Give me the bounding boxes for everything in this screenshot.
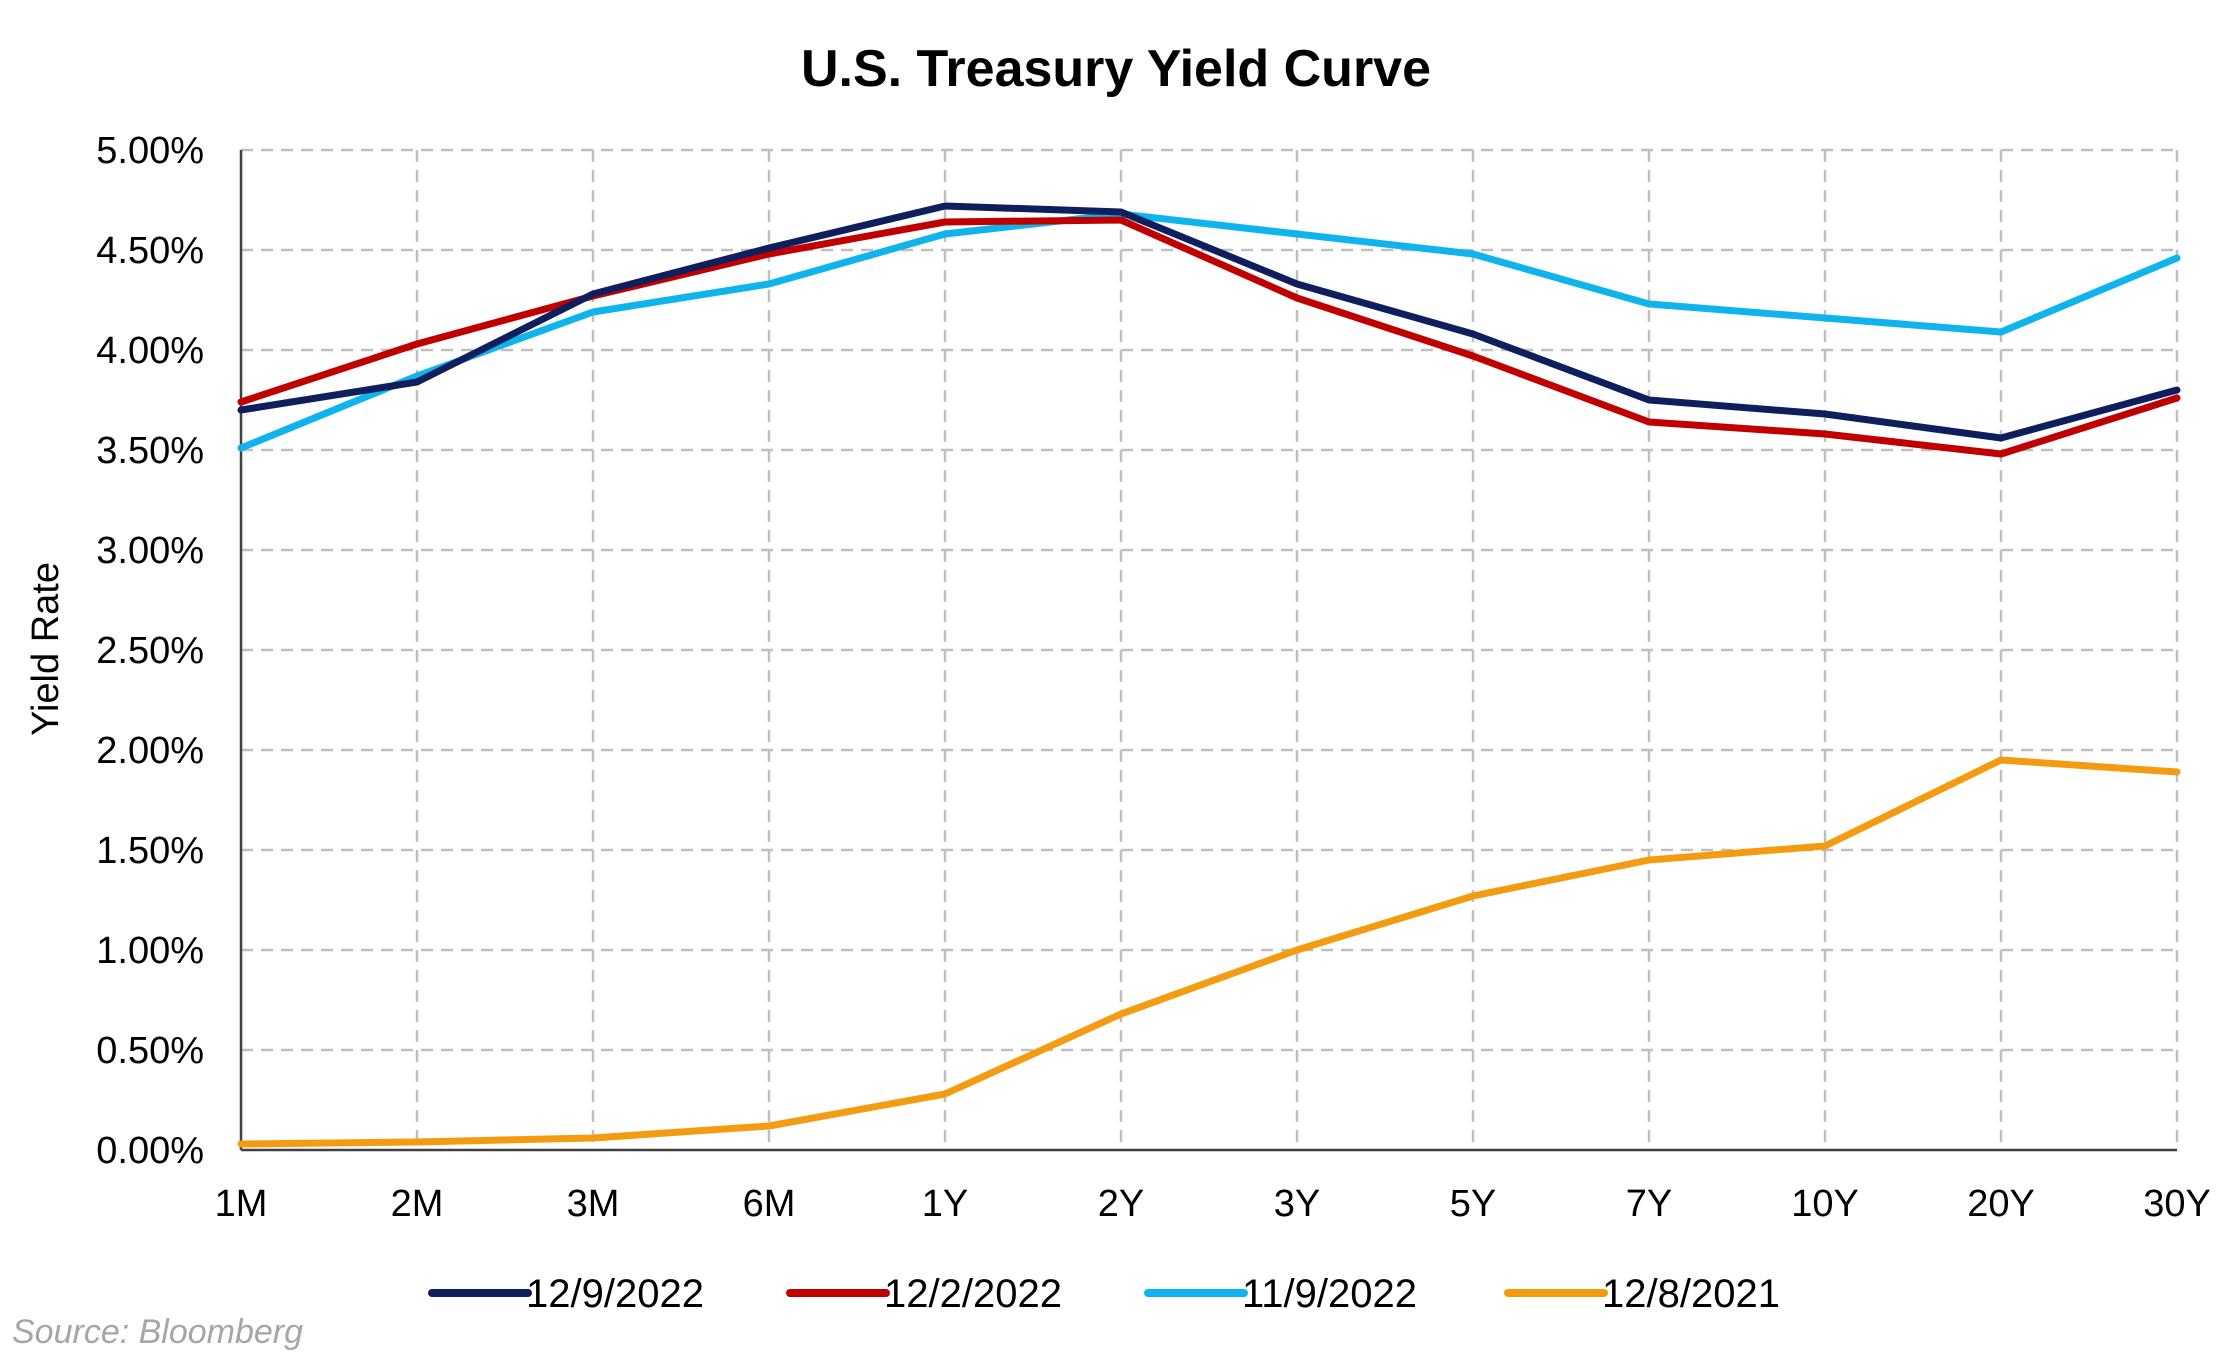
y-tick-label: 3.50%	[96, 430, 204, 472]
series-line-12/8/2021	[237, 756, 2181, 1148]
x-tick-label: 5Y	[1450, 1183, 1496, 1225]
x-tick-label: 7Y	[1626, 1183, 1672, 1225]
legend-label: 11/9/2022	[1242, 1272, 1417, 1316]
legend-label: 12/9/2022	[526, 1272, 704, 1316]
x-tick-label: 2Y	[1098, 1183, 1144, 1225]
axes	[239, 150, 2177, 1152]
x-tick-label: 3Y	[1274, 1183, 1320, 1225]
legend: 12/9/2022 12/2/2022 11/9/2022 12/8/2021	[428, 1272, 1780, 1316]
x-tick-label: 1M	[215, 1183, 268, 1225]
series-lines	[237, 202, 2181, 1148]
legend-label: 12/2/2022	[884, 1272, 1062, 1316]
gridlines	[241, 148, 2179, 1150]
y-tick-label: 4.50%	[96, 230, 204, 272]
y-tick-label: 4.00%	[96, 330, 204, 372]
y-axis-ticks: 0.00% 0.50% 1.00% 1.50% 2.00% 2.50% 3.00% 3.50%…	[96, 130, 204, 1172]
y-tick-label: 2.00%	[96, 730, 204, 772]
y-tick-label: 3.00%	[96, 530, 204, 572]
source-note: Source: Bloomberg	[12, 1313, 303, 1350]
series-line-11/9/2022	[237, 210, 2181, 452]
x-tick-label: 1Y	[922, 1183, 968, 1225]
y-tick-label: 2.50%	[96, 630, 204, 672]
y-tick-label: 1.00%	[96, 930, 204, 972]
legend-label: 12/8/2021	[1602, 1272, 1780, 1316]
x-tick-label: 10Y	[1791, 1183, 1859, 1225]
x-tick-label: 6M	[743, 1183, 796, 1225]
series-line-12/9/2022	[237, 202, 2181, 442]
x-tick-label: 3M	[567, 1183, 620, 1225]
y-tick-label: 0.00%	[96, 1130, 204, 1172]
y-axis-label: Yield Rate	[25, 562, 67, 736]
y-tick-label: 0.50%	[96, 1030, 204, 1072]
y-tick-label: 5.00%	[96, 130, 204, 172]
x-tick-label: 30Y	[2143, 1183, 2211, 1225]
y-tick-label: 1.50%	[96, 830, 204, 872]
series-line-12/2/2022	[237, 216, 2181, 458]
chart-title: U.S. Treasury Yield Curve	[801, 40, 1431, 98]
x-tick-label: 20Y	[1967, 1183, 2035, 1225]
x-tick-label: 2M	[391, 1183, 444, 1225]
x-axis-ticks: 1M 2M 3M 6M 1Y 2Y 3Y 5Y 7Y 10Y 20Y 30Y	[215, 1183, 2211, 1225]
